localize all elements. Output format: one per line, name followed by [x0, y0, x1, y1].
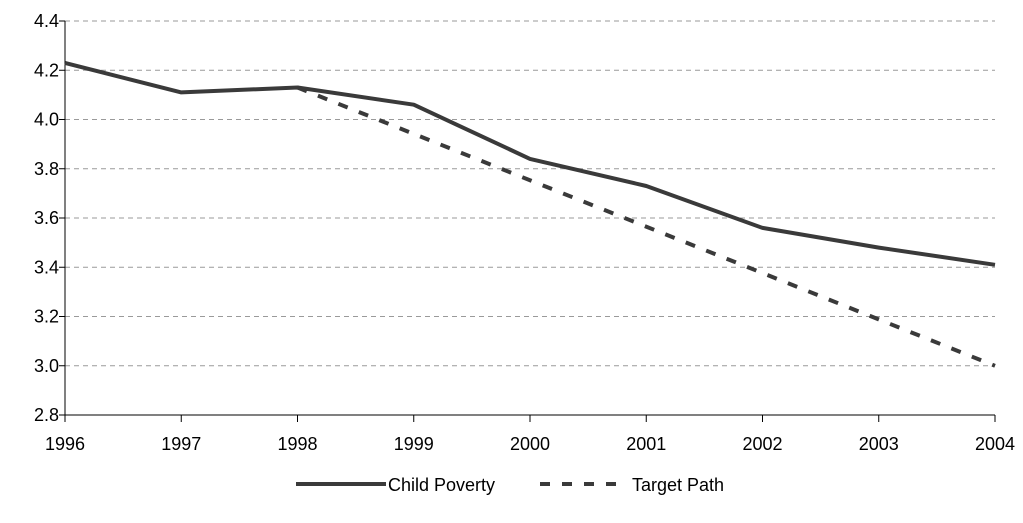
- y-tick-label: 3.4: [34, 257, 59, 277]
- x-tick-label: 2000: [510, 434, 550, 454]
- axes: [59, 20, 996, 422]
- x-tick-label: 2004: [975, 434, 1015, 454]
- legend-label-target-path: Target Path: [632, 475, 724, 495]
- y-tick-label: 3.2: [34, 307, 59, 327]
- x-tick-label: 2003: [859, 434, 899, 454]
- series-lines: [64, 60, 996, 368]
- y-tick-label: 4.2: [34, 60, 59, 80]
- x-tick-label: 1997: [161, 434, 201, 454]
- x-tick-label: 2001: [626, 434, 666, 454]
- y-tick-label: 4.4: [34, 11, 59, 31]
- legend-label-child-poverty: Child Poverty: [388, 475, 495, 495]
- x-tick-label: 2002: [742, 434, 782, 454]
- gridlines: [65, 20, 995, 367]
- series-line-target-path: [296, 85, 996, 368]
- x-tick-label: 1996: [45, 434, 85, 454]
- y-tick-label: 3.8: [34, 159, 59, 179]
- y-tick-label: 2.8: [34, 405, 59, 425]
- x-tick-labels: 1996 1997 1998 1999 2000 2001 2002 2003 2004: [45, 434, 1015, 454]
- y-tick-label: 3.0: [34, 356, 59, 376]
- y-tick-label: 4.0: [34, 110, 59, 130]
- x-tick-label: 1998: [277, 434, 317, 454]
- y-tick-labels: 2.8 3.0 3.2 3.4 3.6 3.8 4.0 4.2 4.4: [34, 11, 59, 425]
- series-line-child-poverty: [64, 60, 996, 267]
- legend: Child Poverty Target Path: [296, 475, 724, 495]
- x-tick-label: 1999: [394, 434, 434, 454]
- y-tick-label: 3.6: [34, 208, 59, 228]
